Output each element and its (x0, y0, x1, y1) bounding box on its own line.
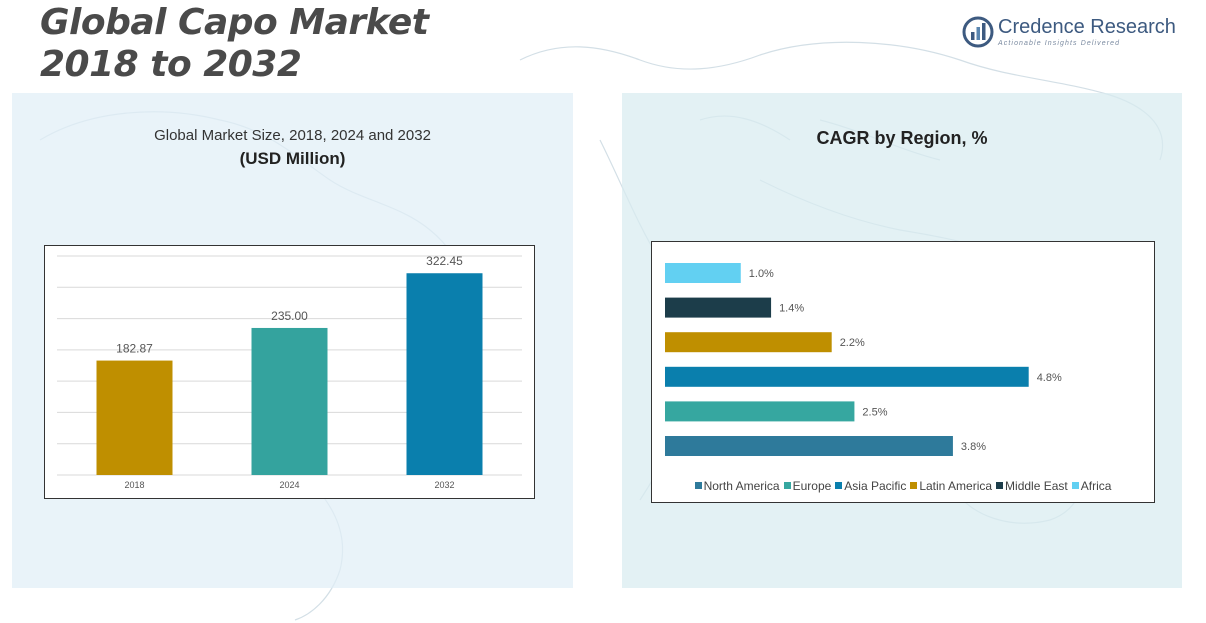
x-tick-label: 2018 (124, 480, 144, 490)
x-tick-label: 2024 (279, 480, 299, 490)
legend-swatch (910, 482, 918, 489)
legend-swatch (835, 482, 843, 489)
bar-value-label: 182.87 (116, 342, 153, 356)
x-tick-label: 2032 (434, 480, 454, 490)
legend-label: Latin America (919, 479, 993, 493)
bar-value-label: 3.8% (961, 441, 986, 453)
legend-swatch (1071, 482, 1079, 489)
logo-tagline: Actionable Insights Delivered (998, 40, 1121, 47)
market-size-chart: 182.87 2018 235.00 2024 322.45 2032 (44, 245, 535, 499)
legend-item: Middle East (996, 479, 1068, 493)
legend-item: North America (694, 479, 780, 493)
cagr-bar-chart: 1.0% 1.4% 2.2% 4.8% 2.5% 3.8% (665, 263, 1062, 456)
bar-2024 (251, 327, 328, 475)
legend-item: Asia Pacific (835, 479, 906, 493)
bar-europe (665, 401, 855, 422)
bar-asia-pacific (665, 366, 1029, 387)
market-size-bar-chart: 182.87 2018 235.00 2024 322.45 2032 (57, 254, 522, 490)
cagr-title: CAGR by Region, % (816, 128, 988, 148)
bar-2018 (96, 360, 173, 475)
legend-item: Latin America (910, 479, 992, 493)
bar-value-label: 1.0% (749, 268, 774, 280)
logo-name: Credence Research (998, 16, 1176, 38)
bar-2032 (406, 273, 483, 475)
bar-chart-circle-icon (962, 16, 994, 48)
bar-middle-east (665, 297, 772, 318)
legend-swatch (694, 482, 702, 489)
cagr-chart: 1.0% 1.4% 2.2% 4.8% 2.5% 3.8% North America Eu… (651, 241, 1155, 503)
bar-latin-america (665, 332, 832, 353)
page-title: Global Capo Market 2018 to 2032 (40, 2, 429, 86)
bar-value-label: 322.45 (426, 254, 463, 268)
market-size-unit: (USD Million) (239, 149, 346, 168)
title-line-2: 2018 to 2032 (40, 44, 302, 85)
legend-label: Asia Pacific (844, 479, 907, 493)
legend-label: Middle East (1005, 479, 1068, 493)
legend-label: North America (703, 479, 780, 493)
legend-label: Europe (792, 479, 832, 493)
bar-value-label: 1.4% (779, 303, 804, 315)
legend-item: Europe (783, 479, 832, 493)
bar-africa (665, 263, 741, 283)
bar-value-label: 4.8% (1037, 372, 1062, 384)
brand-logo[interactable]: Credence Research Actionable Insights De… (962, 16, 1176, 50)
title-line-1: Global Capo Market (40, 2, 429, 43)
market-size-subtitle: Global Market Size, 2018, 2024 and 2032 (154, 127, 431, 144)
legend-swatch (996, 482, 1004, 489)
bar-value-label: 2.2% (840, 337, 865, 349)
bar-value-label: 235.00 (271, 309, 308, 323)
cagr-legend: North America Europe Asia Pacific Latin Ame… (652, 479, 1154, 493)
bar-north-america (665, 436, 953, 456)
bar-value-label: 2.5% (862, 406, 887, 418)
legend-item: Africa (1071, 479, 1112, 493)
legend-label: Africa (1080, 479, 1112, 493)
legend-swatch (783, 482, 791, 489)
